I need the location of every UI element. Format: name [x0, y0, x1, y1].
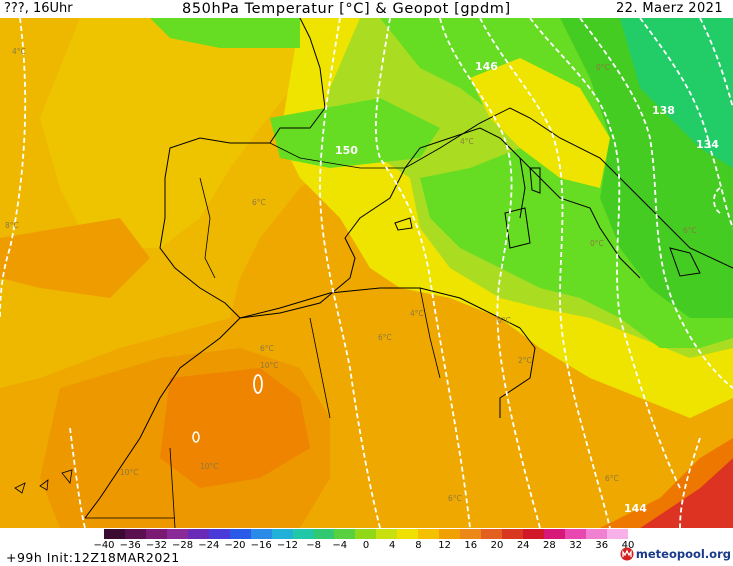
colorbar-segment [145, 529, 167, 539]
colorbar-tick-label: 0 [362, 540, 370, 551]
geopot-closed-contour [253, 374, 263, 394]
colorbar-tick-label: 4 [389, 540, 396, 551]
temp-zone-minus2c-north [270, 98, 440, 168]
colorbar-tick-label: 16 [464, 540, 478, 551]
temperature-label: 0°C [596, 63, 610, 72]
map-title: 850hPa Temperatur [°C] & Geopot [gpdm] [182, 1, 511, 17]
geopot-label: 144 [624, 502, 647, 515]
colorbar-tick-label: −32 [145, 540, 167, 551]
colorbar-segment [292, 529, 314, 539]
colorbar-tick-label: −12 [276, 540, 298, 551]
colorbar-tick-label: −8 [306, 540, 321, 551]
colorbar-tick-label: 20 [490, 540, 504, 551]
colorbar-segment [334, 529, 356, 539]
colorbar-tick-label: 32 [569, 540, 582, 551]
colorbar-segment [208, 529, 230, 539]
temperature-label: 0°C [590, 239, 604, 248]
temperature-label: 2°C [518, 356, 532, 365]
colorbar-tick-label: 12 [438, 540, 451, 551]
colorbar-segment [544, 529, 565, 539]
colorbar-tick-label: 24 [516, 540, 530, 551]
brand-text: meteopool.org [635, 547, 731, 561]
colorbar-tick-label: −20 [224, 540, 246, 551]
colorbar-tick-label: −4 [332, 540, 348, 551]
temp-zone-atlantic [0, 218, 150, 298]
colorbar-segment [229, 529, 251, 539]
colorbar-tick-label: 28 [543, 540, 556, 551]
temp-zone-4c [40, 18, 330, 248]
temperature-colorbar [104, 529, 628, 539]
colorbar-segment [250, 529, 272, 539]
colorbar-segment [376, 529, 398, 539]
temperature-label: 4°C [12, 47, 26, 56]
temperature-label: 10°C [120, 468, 139, 477]
colorbar-segment [585, 529, 607, 539]
temperature-label: 10°C [200, 462, 219, 471]
temp-zone-10c [160, 368, 310, 488]
colorbar-tick-label: −40 [93, 540, 115, 551]
temperature-label: 6°C [260, 344, 274, 353]
coastlines [84, 18, 733, 519]
geopot-label: 150 [335, 144, 358, 157]
colorbar-segment [502, 529, 524, 539]
colorbar-tick-label: 40 [621, 540, 635, 551]
geopotential-contours [0, 18, 733, 528]
colorbar-tick-label: −16 [250, 540, 272, 551]
model-run-label: ???, 16Uhr [4, 1, 73, 16]
temperature-label: 10°C [260, 361, 279, 370]
colorbar-ticks: −40 −36 −32 −28 −24 −20 −16 −12 −8 −4 0 4 8 12 16 20 24 2… [93, 540, 634, 553]
legend-footer: −40 −36 −32 −28 −24 −20 −16 −12 −8 −4 0 4 8 12 16 20 24 2… [0, 528, 733, 566]
colorbar-segment [606, 529, 628, 539]
temperature-label: 6°C [378, 333, 392, 342]
canary-islands [14, 469, 73, 494]
colorbar-tick-label: −36 [119, 540, 141, 551]
country-borders [85, 142, 441, 528]
colorbar-segment [439, 529, 461, 539]
temperature-label: 6°C [683, 226, 697, 235]
temperature-label: 6°C [252, 198, 266, 207]
colorbar-segment [187, 529, 209, 539]
colorbar-segment [564, 529, 586, 539]
temperature-label: 8°C [5, 221, 19, 230]
temp-zone-italy-warm [470, 58, 610, 188]
colorbar-segment [523, 529, 545, 539]
brand-logo[interactable]: meteopool.org [620, 547, 731, 561]
colorbar-segment [418, 529, 440, 539]
colorbar-tick-label: 8 [415, 540, 422, 551]
geopot-label: 134 [696, 138, 719, 151]
temp-zone-hot-se [640, 458, 733, 528]
forecast-date: 22. Maerz 2021 [616, 1, 723, 16]
colorbar-segment [313, 529, 335, 539]
colorbar-segment [166, 529, 188, 539]
colorbar-segment [481, 529, 503, 539]
temperature-label: 6°C [605, 474, 619, 483]
colorbar-tick-label: −24 [198, 540, 220, 551]
geopot-closed-contour-small [192, 431, 200, 443]
colorbar-segment [397, 529, 419, 539]
temperature-label: 4°C [460, 137, 474, 146]
colorbar-segment [271, 529, 293, 539]
colorbar-segment [124, 529, 146, 539]
temperature-label: 6°C [448, 494, 462, 503]
temp-zone-warm-se [600, 438, 733, 528]
colorbar-tick-label: −28 [172, 540, 194, 551]
meteopool-logo-icon [620, 547, 634, 561]
temperature-label: 4°C [410, 309, 424, 318]
geopot-label: 138 [652, 104, 675, 117]
colorbar-tick-label: 36 [595, 540, 609, 551]
colorbar-segment [104, 529, 125, 539]
weather-map[interactable]: 146 138 150 134 144 4°C 4°C 0°C 0°C 8°C … [0, 18, 733, 528]
geopot-label: 146 [475, 60, 498, 73]
init-time-label: +99h Init:12Z18MAR2021 [6, 550, 180, 565]
colorbar-segment [460, 529, 482, 539]
temperature-label: 0°C [497, 316, 511, 325]
temp-zone-minus2c-top [150, 18, 300, 48]
colorbar-segment [355, 529, 377, 539]
